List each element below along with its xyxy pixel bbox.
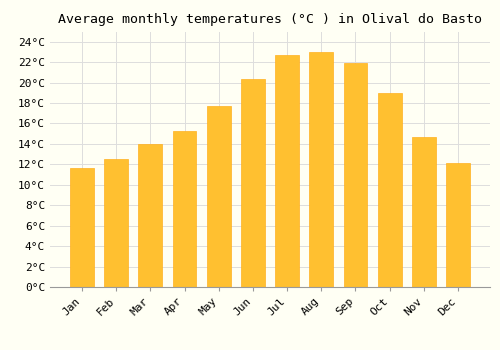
- Bar: [70, 168, 94, 287]
- Bar: [275, 55, 299, 287]
- Title: Average monthly temperatures (°C ) in Olival do Basto: Average monthly temperatures (°C ) in Ol…: [58, 13, 482, 26]
- Bar: [378, 93, 402, 287]
- Bar: [138, 144, 162, 287]
- Bar: [172, 131, 197, 287]
- Bar: [446, 163, 470, 287]
- Bar: [207, 106, 231, 287]
- Bar: [310, 52, 333, 287]
- Bar: [412, 137, 436, 287]
- Bar: [344, 63, 367, 287]
- Bar: [241, 78, 265, 287]
- Bar: [104, 159, 128, 287]
